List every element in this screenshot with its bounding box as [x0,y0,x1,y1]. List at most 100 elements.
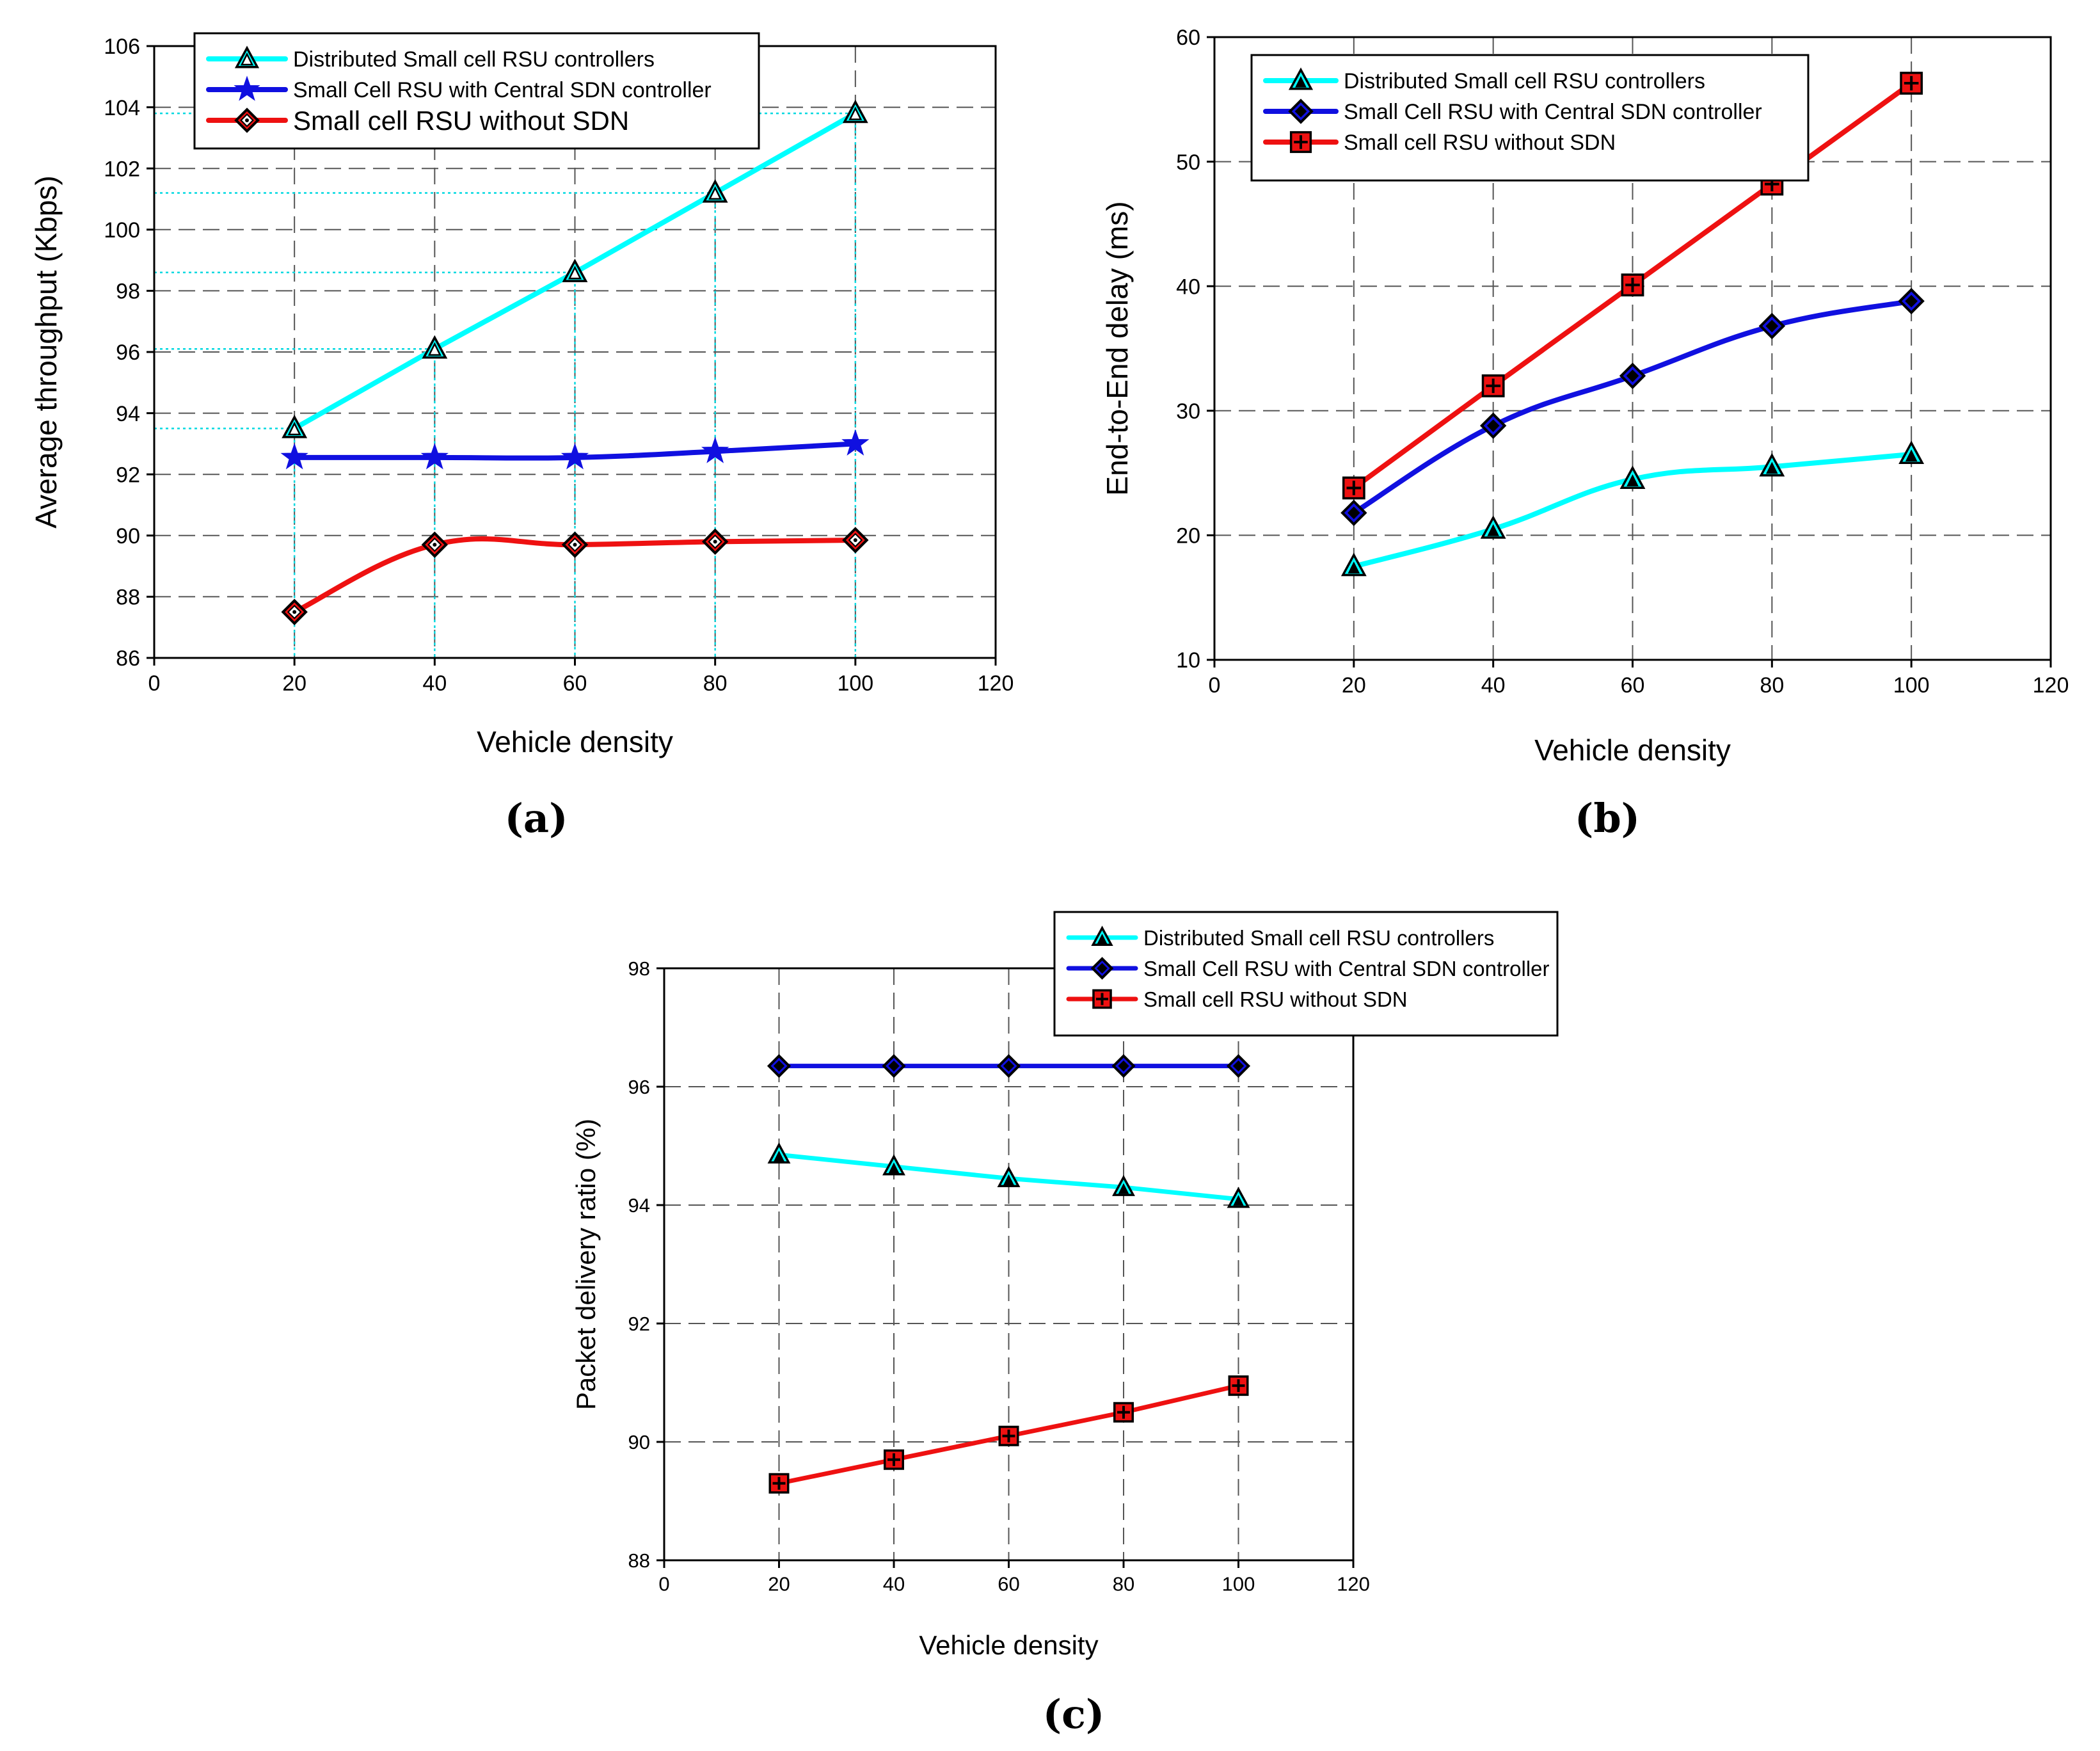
series-0 [1340,440,1925,577]
y-tick-label: 90 [628,1431,650,1453]
legend-label: Small Cell RSU with Central SDN controll… [293,78,712,102]
legend: Distributed Small cell RSU controllers Sm… [1053,911,1559,1037]
legend-swatch-marker [1091,925,1113,946]
y-tick-label: 50 [1176,150,1200,175]
data-point [1342,476,1365,500]
data-point [561,531,589,558]
x-tick-label: 0 [658,1573,669,1595]
y-tick-label: 106 [104,35,140,59]
legend-entry: Small Cell RSU with Central SDN controll… [1263,99,1762,124]
x-tick-label: 40 [422,671,447,696]
legend-swatch-marker [1288,99,1314,124]
series-1 [280,429,870,470]
data-point [1759,452,1785,477]
x-axis-label: Vehicle density [1534,733,1731,767]
y-tick-label: 98 [628,957,650,980]
data-point [420,443,449,470]
data-point [998,1425,1019,1446]
legend-label: Distributed Small cell RSU controllers [293,47,655,72]
data-point [842,527,869,554]
data-point [562,259,588,282]
x-tick-label: 120 [2033,673,2069,698]
x-tick-label: 0 [148,671,161,696]
legend-swatch-marker [1092,989,1112,1009]
x-tick-label: 80 [1113,1573,1134,1595]
x-tick-label: 120 [1337,1573,1370,1595]
x-tick-label: 80 [1760,673,1784,698]
legend-swatch-marker [1288,67,1314,90]
legend: Distributed Small cell RSU controllers Sm… [1250,54,1810,182]
data-point [882,1054,906,1078]
series-1 [1340,287,1925,527]
series-1 [767,1054,1251,1078]
series-0 [282,99,868,438]
data-point [768,1473,790,1494]
data-point [842,99,868,124]
y-tick-label: 92 [628,1313,650,1335]
data-point [1619,362,1646,389]
y-axis-label: Packet delivery ratio (%) [571,1119,601,1410]
legend-entry: Distributed Small cell RSU controllers [1066,925,1494,950]
legend-box [1250,54,1810,182]
data-point [282,414,308,438]
legend: Distributed Small cell RSU controllers Sm… [193,32,760,150]
y-tick-label: 102 [104,157,140,181]
x-tick-label: 100 [1222,1573,1255,1595]
legend-label: Small Cell RSU with Central SDN controll… [1344,100,1762,124]
data-point [702,179,728,203]
x-axis-label: Vehicle density [477,725,673,758]
data-point [841,429,870,456]
y-tick-label: 60 [1176,26,1200,50]
data-point [1900,72,1923,95]
data-point [882,1154,905,1176]
x-tick-label: 60 [1621,673,1645,698]
x-axis-label: Vehicle density [919,1630,1098,1660]
panel-caption: (c) [1043,1691,1104,1738]
legend-label: Small cell RSU without SDN [293,106,629,136]
data-point [1227,1187,1250,1208]
legend-box [1053,911,1559,1037]
data-point [281,598,308,625]
y-tick-label: 94 [628,1194,650,1217]
data-point [1112,1174,1135,1196]
legend-swatch-marker [1289,131,1312,154]
data-point [422,335,448,359]
y-tick-label: 88 [628,1549,650,1572]
panel-caption: (b) [1575,795,1640,842]
data-point [1898,440,1925,465]
legend-entry: Distributed Small cell RSU controllers [1263,67,1705,93]
y-tick-label: 96 [628,1076,650,1098]
data-point [1111,1054,1136,1078]
data-point [1898,287,1925,315]
x-tick-label: 80 [703,671,728,696]
legend-box [193,32,760,150]
chart-b: 0 20 40 60 80 100 120 10 20 30 40 50 60 Vehicle densi… [1101,26,2069,842]
x-tick-label: 20 [282,671,306,696]
legend-label: Small Cell RSU with Central SDN controll… [1143,957,1550,980]
data-point [1758,312,1786,340]
legend-entry: Small cell RSU without SDN [1066,987,1408,1011]
y-tick-label: 90 [116,524,140,548]
series-2 [281,527,869,625]
legend-label: Distributed Small cell RSU controllers [1344,69,1705,93]
y-tick-label: 100 [104,218,140,243]
data-point [1479,412,1507,439]
y-axis-label: Average throughput (Kbps) [29,175,63,529]
legend-label: Distributed Small cell RSU controllers [1143,926,1494,950]
legend-swatch-marker [234,45,260,68]
legend-entry: Small Cell RSU with Central SDN controll… [1066,957,1550,980]
legend-entry: Small cell RSU without SDN [1263,131,1616,155]
x-tick-label: 100 [837,671,873,696]
x-tick-label: 40 [883,1573,905,1595]
x-tick-label: 20 [1342,673,1366,698]
legend-swatch-marker [1090,957,1114,980]
chart-c: 0 20 40 60 80 100 120 88 90 92 94 96 98 Vehicle densi… [571,911,1559,1738]
y-tick-label: 104 [104,96,140,120]
data-point [1480,515,1506,539]
data-point [1621,273,1644,297]
y-tick-label: 98 [116,280,140,304]
legend-swatch-marker [234,108,260,133]
legend-label: Small cell RSU without SDN [1344,131,1616,155]
data-point [701,528,729,556]
